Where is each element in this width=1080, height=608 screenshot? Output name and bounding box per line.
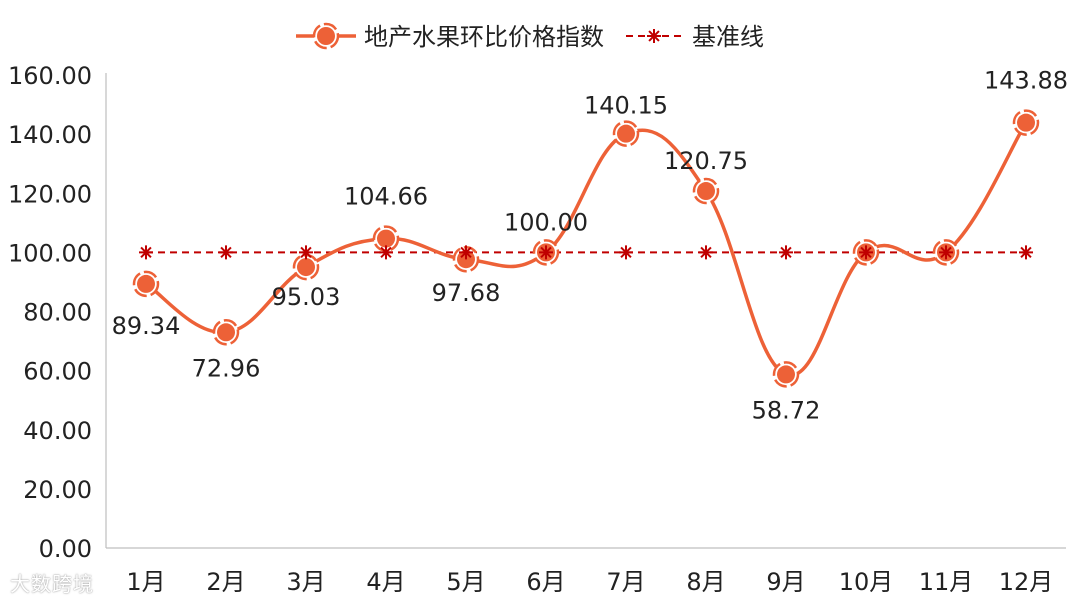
x-tick-label: 8月 xyxy=(686,568,725,596)
baseline-point xyxy=(139,245,153,260)
x-tick-label: 3月 xyxy=(286,568,325,596)
watermark: 大数跨境 xyxy=(10,572,94,596)
data-label: 97.68 xyxy=(432,279,501,307)
y-tick-label: 40.00 xyxy=(23,417,92,445)
index-point xyxy=(132,270,160,298)
index-point xyxy=(692,177,720,205)
baseline-point xyxy=(219,245,233,260)
y-tick-label: 20.00 xyxy=(23,476,92,504)
y-tick-label: 140.00 xyxy=(8,121,92,149)
index-point xyxy=(212,319,240,346)
baseline-point xyxy=(699,245,713,260)
x-tick-label: 11月 xyxy=(919,568,974,596)
y-tick-label: 100.00 xyxy=(8,239,92,267)
x-tick-label: 7月 xyxy=(606,568,645,596)
baseline-point xyxy=(859,245,873,260)
baseline-point xyxy=(619,245,633,260)
x-tick-label: 6月 xyxy=(526,568,565,596)
y-tick-label: 160.00 xyxy=(8,62,92,90)
data-label: 104.66 xyxy=(344,183,428,211)
data-label: 140.15 xyxy=(584,92,668,120)
index-point xyxy=(1012,109,1040,136)
x-tick-label: 12月 xyxy=(999,568,1054,596)
baseline-point xyxy=(459,245,473,260)
baseline-point xyxy=(299,245,313,260)
y-tick-label: 0.00 xyxy=(39,535,92,563)
index-point xyxy=(772,361,800,388)
baseline-point xyxy=(1019,245,1033,260)
y-tick-label: 80.00 xyxy=(23,299,92,327)
legend-index-marker xyxy=(312,22,340,50)
y-tick-label: 60.00 xyxy=(23,358,92,386)
baseline-point xyxy=(939,245,953,260)
y-tick-label: 120.00 xyxy=(8,180,92,208)
legend-index-label: 地产水果环比价格指数 xyxy=(364,23,604,51)
x-tick-label: 10月 xyxy=(839,568,894,596)
index-point xyxy=(612,120,640,147)
x-tick-label: 4月 xyxy=(366,568,405,596)
data-label: 100.00 xyxy=(504,208,588,236)
x-tick-label: 9月 xyxy=(766,568,805,596)
x-tick-label: 1月 xyxy=(126,568,165,596)
data-label: 143.88 xyxy=(984,67,1068,95)
data-label: 72.96 xyxy=(192,354,261,382)
baseline-point xyxy=(779,245,793,260)
x-tick-label: 2月 xyxy=(206,568,245,596)
legend-baseline-marker xyxy=(647,29,661,43)
data-label: 95.03 xyxy=(272,283,341,311)
data-label: 58.72 xyxy=(752,396,821,424)
baseline-point xyxy=(539,245,553,260)
index-series-line xyxy=(145,121,1028,377)
legend-baseline-label: 基准线 xyxy=(692,23,764,51)
data-label: 89.34 xyxy=(112,312,181,340)
data-label: 120.75 xyxy=(664,147,748,175)
baseline-point xyxy=(379,245,393,260)
x-tick-label: 5月 xyxy=(446,568,485,596)
